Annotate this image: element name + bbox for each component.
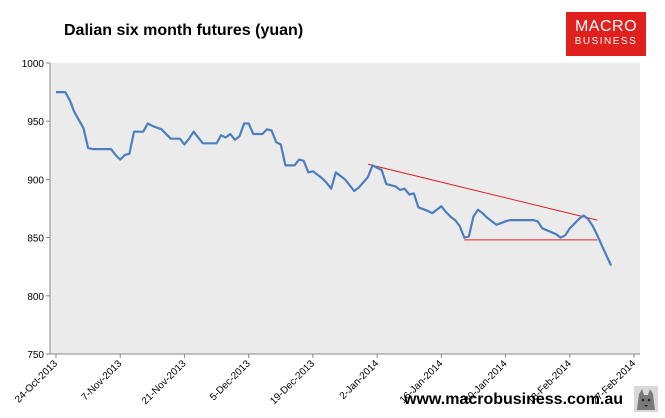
- x-tick-label: 2-Jan-2014: [338, 358, 382, 402]
- y-tick-label: 800: [27, 292, 44, 303]
- x-tick-label: 5-Dec-2013: [208, 358, 253, 403]
- logo-line-2: BUSINESS: [574, 36, 638, 47]
- trend-lines: [367, 163, 598, 241]
- x-tick-label: 21-Nov-2013: [140, 358, 189, 407]
- series-line: [56, 90, 613, 266]
- y-tick-label: 750: [27, 350, 44, 361]
- footer-url: www.macrobusiness.com.au: [404, 391, 624, 408]
- trend-line: [367, 163, 598, 221]
- logo-line-1: MACRO: [574, 18, 638, 35]
- macrobusiness-logo: MACRO BUSINESS: [566, 12, 646, 56]
- chart-title: Dalian six month futures (yuan): [64, 22, 304, 39]
- y-tick-label: 950: [27, 117, 44, 128]
- y-tick-label: 900: [27, 175, 44, 186]
- y-axis: 750 800 850 900 950 1000: [22, 59, 51, 361]
- y-tick-label: 1000: [22, 59, 45, 70]
- x-tick-label: 24-Oct-2013: [13, 358, 60, 405]
- x-tick-label: 7-Nov-2013: [80, 358, 125, 403]
- x-tick-label: 19-Dec-2013: [268, 358, 317, 407]
- y-tick-label: 850: [27, 234, 44, 245]
- plot-area: [50, 63, 640, 354]
- wolf-icon: [634, 386, 658, 412]
